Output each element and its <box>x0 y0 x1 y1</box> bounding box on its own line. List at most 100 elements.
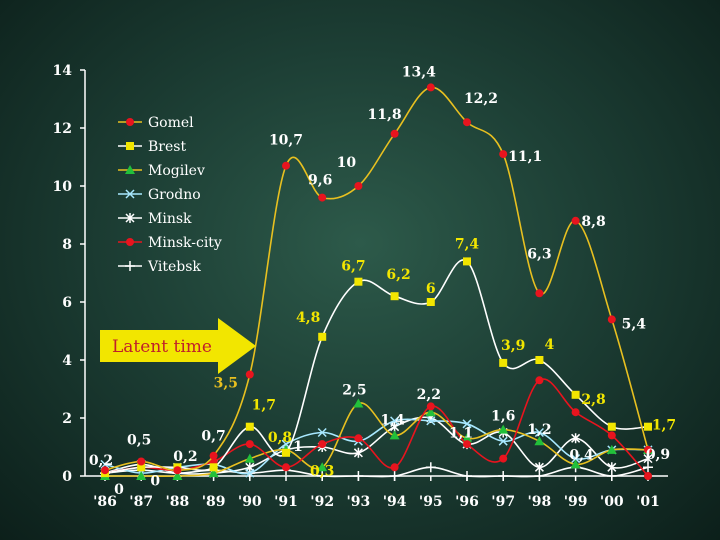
y-tick-label: 2 <box>62 411 72 427</box>
data-point-mogilev <box>244 453 255 463</box>
legend-marker <box>126 118 134 126</box>
data-point-mogilev <box>208 468 219 478</box>
data-point-brest <box>318 332 327 341</box>
y-tick-label: 0 <box>62 469 72 485</box>
series-line-gomel <box>104 86 649 472</box>
data-point-gomel <box>644 445 652 454</box>
legend-item-gomel: Gomel <box>118 115 194 131</box>
latent-time-label: Latent time <box>112 337 212 357</box>
data-label: 6,7 <box>341 259 365 275</box>
legend-label: Mogilev <box>148 163 205 179</box>
data-label: 6,2 <box>386 267 410 283</box>
data-point-brest <box>499 358 508 367</box>
data-label: 6,3 <box>527 246 551 262</box>
data-point-vitebsk <box>425 462 436 473</box>
legend-label: Grodno <box>148 187 201 203</box>
data-point-vitebsk <box>606 471 617 481</box>
data-labels-layer: 0,20,50,20,73,510,79,61011,813,412,211,1… <box>89 64 676 498</box>
data-point-brest <box>426 298 435 306</box>
y-tick-label: 6 <box>62 295 72 311</box>
data-point-gomel <box>101 466 109 475</box>
legend-item-minsk-city: Minsk-city <box>118 235 222 251</box>
y-tick-label: 8 <box>62 237 72 253</box>
legend-label: Minsk <box>148 211 192 227</box>
data-point-mogilev <box>136 471 147 480</box>
data-point-gomel <box>463 118 471 127</box>
legend-label: Vitebsk <box>147 259 201 275</box>
data-point-mogilev <box>425 407 436 417</box>
x-tick-label: '01 <box>636 494 660 510</box>
data-label: 1,7 <box>652 418 676 434</box>
legend-item-grodno: Grodno <box>118 187 201 203</box>
data-point-minsk <box>571 433 581 444</box>
data-label: 0,7 <box>201 429 225 445</box>
data-label: 0,9 <box>646 447 670 463</box>
data-point-grodno <box>498 436 508 446</box>
x-tick-label: '93 <box>347 494 371 510</box>
data-label: 1,4 <box>380 412 405 428</box>
legend-marker <box>125 165 135 174</box>
data-label: 0 <box>114 482 124 498</box>
data-point-brest <box>463 257 471 266</box>
data-point-brest <box>535 356 544 364</box>
data-point-brest <box>137 463 146 472</box>
series-line-grodno <box>104 418 649 475</box>
data-point-mogilev <box>172 471 183 480</box>
y-tick-label: 4 <box>62 353 72 369</box>
x-tick-label: '89 <box>202 494 226 510</box>
data-label: 8,8 <box>581 214 605 230</box>
data-point-grodno <box>390 416 400 426</box>
legend-item-mogilev: Mogilev <box>118 163 205 179</box>
data-label: 7,4 <box>455 236 480 252</box>
series-line-brest <box>104 259 649 474</box>
data-label: 10 <box>337 155 357 171</box>
data-label: 9,6 <box>308 173 332 189</box>
data-point-vitebsk <box>643 462 653 473</box>
data-point-gomel <box>535 289 544 298</box>
data-point-minsk-city <box>354 434 363 443</box>
data-point-grodno <box>462 419 472 429</box>
data-point-minsk-city <box>644 472 652 480</box>
data-label: 0,3 <box>310 463 334 479</box>
data-label: 13,4 <box>402 64 436 80</box>
y-tick-label: 10 <box>53 179 73 195</box>
data-point-vitebsk <box>317 471 328 481</box>
data-point-gomel <box>209 451 218 460</box>
series-line-mogilev <box>104 402 649 478</box>
x-tick-label: '86 <box>93 494 117 510</box>
data-label: 0,4 <box>569 447 594 463</box>
data-point-gomel <box>245 370 254 379</box>
x-tick-label: '00 <box>600 494 624 510</box>
legend-label: Minsk-city <box>148 235 222 251</box>
data-label: 0,5 <box>127 433 151 449</box>
data-label: 1 <box>293 439 303 455</box>
data-point-brest <box>607 422 616 431</box>
x-tick-label: '92 <box>310 494 334 510</box>
x-tick-label: '99 <box>564 494 588 510</box>
data-point-mogilev <box>606 444 617 454</box>
data-point-mogilev <box>462 433 472 443</box>
legend-item-vitebsk: Vitebsk <box>118 259 201 275</box>
y-tick-label: 14 <box>53 63 73 79</box>
data-point-grodno <box>534 427 544 438</box>
data-label: 2,5 <box>342 383 366 399</box>
x-tick-label: '96 <box>455 494 479 510</box>
x-tick-label: '98 <box>528 494 552 510</box>
data-point-vitebsk <box>353 471 364 481</box>
legend-item-minsk: Minsk <box>118 211 192 227</box>
data-point-mogilev <box>353 398 364 408</box>
data-point-gomel <box>571 216 580 225</box>
data-label: 5,4 <box>622 316 647 332</box>
data-point-grodno <box>100 459 110 469</box>
data-label: 4 <box>545 337 555 353</box>
x-tick-label: '90 <box>238 494 262 510</box>
data-point-mogilev <box>534 436 545 446</box>
data-label: 0 <box>150 473 160 489</box>
y-tick-label: 12 <box>53 121 72 137</box>
series-line-minsk <box>104 416 649 475</box>
data-point-brest <box>644 422 652 431</box>
data-label: 0,2 <box>89 453 113 469</box>
data-point-grodno <box>571 454 581 464</box>
latent-time-annotation: Latent time <box>100 318 256 374</box>
data-point-minsk-city <box>607 431 616 440</box>
